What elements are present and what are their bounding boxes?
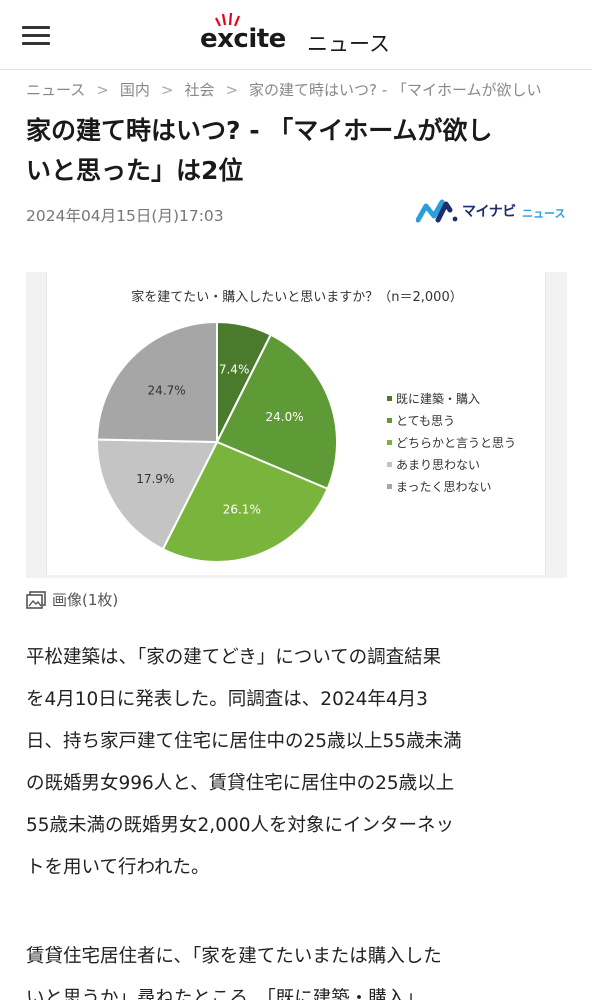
legend-label: とても思う: [396, 413, 456, 428]
pie-data-label: 7.4%: [219, 363, 250, 377]
pie-data-label: 26.1%: [223, 503, 261, 517]
legend-swatch: [387, 483, 392, 489]
pie-slice: [96, 438, 219, 551]
chart-title: 家を建てたい・購入したいと思いますか？（n＝2,000）: [131, 290, 463, 305]
paragraph-line: トを用いて行われた。: [26, 857, 210, 878]
source-sub: ニュース: [522, 207, 566, 220]
article-paragraph-1: 平松建築は、「家の建てどき」についての調査結果 を4月10日に発表した。同調査は…: [26, 637, 571, 889]
image-caption-text: 画像(1枚): [52, 591, 119, 609]
article-image[interactable]: 家を建てたい・購入したいと思いますか？（n＝2,000） 7.4% 24.0% 26…: [26, 272, 567, 578]
image-count-link[interactable]: 画像(1枚): [26, 589, 118, 610]
breadcrumb-domestic[interactable]: 国内: [119, 81, 150, 99]
source-name: マイナビ: [462, 204, 516, 220]
logo-spark-icon: [215, 12, 241, 27]
pie-data-label: 24.7%: [148, 384, 186, 398]
article-title-line1: 家の建て時はいつ? - 「マイホームが欲し: [26, 116, 493, 145]
legend-label: あまり思わない: [396, 457, 481, 472]
mynavi-logo-icon: [416, 199, 458, 223]
top-header: excite ニュース: [0, 0, 592, 70]
hamburger-menu-icon[interactable]: [22, 26, 50, 48]
breadcrumb-separator: >: [96, 81, 109, 99]
pie-data-label: 17.9%: [136, 472, 174, 486]
legend-item: どちらかと言うと思う: [387, 431, 516, 453]
logo-section-text: ニュース: [307, 32, 390, 56]
pie-slice: [161, 440, 329, 563]
legend-label: どちらかと言うと思う: [396, 435, 517, 450]
paragraph-line: の既婚男女996人と、賃貸住宅に居住中の25歳以上: [26, 773, 455, 794]
pie-data-label: 24.0%: [265, 410, 303, 424]
article-date: 2024年04月15日(月)17:03: [26, 207, 224, 225]
paragraph-line: いと思うか」尋ねたところ、「既に建築・購入」: [26, 988, 424, 1000]
breadcrumb-society[interactable]: 社会: [184, 81, 215, 99]
legend-swatch: [387, 417, 392, 423]
paragraph-line: 日、持ち家戸建て住宅に居住中の25歳以上55歳未満: [26, 731, 462, 752]
chart-panel: 家を建てたい・購入したいと思いますか？（n＝2,000） 7.4% 24.0% 26…: [46, 272, 546, 575]
logo-brand-text: excite: [200, 24, 286, 54]
paragraph-line: 55歳未満の既婚男女2,000人を対象にインターネッ: [26, 815, 455, 836]
article-title-line2: いと思った」は2位: [26, 156, 244, 185]
paragraph-line: 賃貸住宅居住者に、「家を建てたいまたは購入した: [26, 946, 442, 967]
legend-swatch: [387, 461, 392, 467]
breadcrumb: ニュース > 国内 > 社会 > 家の建て時はいつ? - 「マイホームが欲しい: [26, 79, 592, 103]
article-paragraph-2: 賃貸住宅居住者に、「家を建てたいまたは購入した いと思うか」尋ねたところ、「既に…: [26, 936, 571, 1000]
legend-item: あまり思わない: [387, 453, 516, 475]
menu-bar: [22, 26, 50, 29]
legend-label: まったく思わない: [396, 479, 492, 494]
pie-slice: [96, 320, 218, 444]
legend-label: 既に建築・購入: [396, 391, 481, 406]
breadcrumb-separator: >: [225, 81, 239, 99]
menu-bar: [22, 42, 50, 45]
legend-swatch: [387, 395, 392, 401]
mynavi-news-logo[interactable]: マイナビ ニュース: [416, 196, 571, 226]
image-icon: [26, 590, 46, 609]
legend-item: とても思う: [387, 409, 516, 431]
breadcrumb-separator: >: [160, 81, 174, 99]
chart-legend: 既に建築・購入 とても思うどちらかと言うと思う あまり思わない まったく思わない: [387, 387, 516, 497]
article-title: 家の建て時はいつ? - 「マイホームが欲し いと思った」は2位: [26, 111, 571, 191]
excite-news-logo[interactable]: excite ニュース: [200, 12, 400, 56]
legend-swatch: [387, 439, 392, 445]
pie-chart: 7.4% 24.0% 26.1% 17.9% 24.7%: [96, 320, 338, 563]
breadcrumb-news[interactable]: ニュース: [26, 81, 86, 99]
breadcrumb-current[interactable]: 家の建て時はいつ? - 「マイホームが欲しい: [249, 81, 542, 99]
legend-item: まったく思わない: [387, 475, 516, 497]
paragraph-line: を4月10日に発表した。同調査は、2024年4月3: [26, 689, 428, 710]
menu-bar: [22, 34, 50, 37]
paragraph-line: 平松建築は、「家の建てどき」についての調査結果: [26, 647, 442, 668]
pie-slice: [215, 333, 338, 491]
legend-item: 既に建築・購入: [387, 387, 516, 409]
